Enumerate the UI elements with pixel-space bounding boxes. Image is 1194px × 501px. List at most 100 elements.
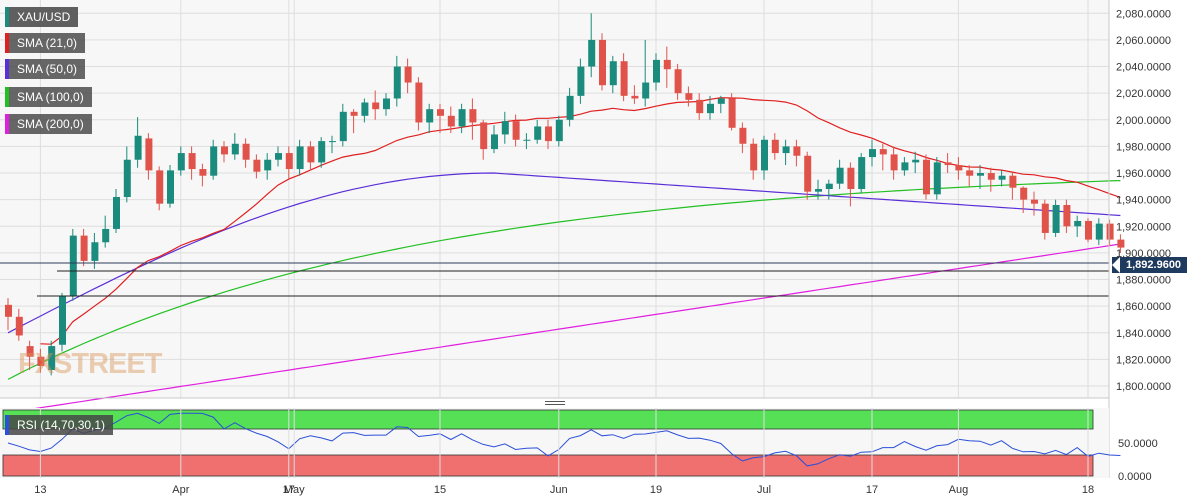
candle-body <box>545 126 552 142</box>
time-tick-label: 15 <box>434 484 446 496</box>
candle-body <box>566 95 574 120</box>
candle-body <box>998 175 1006 180</box>
candle-body <box>1009 175 1017 188</box>
sma-21-line <box>40 97 1121 345</box>
candle-body <box>879 149 887 155</box>
legend-sma-21[interactable]: SMA (21,0) <box>5 33 86 53</box>
candle-body <box>825 183 833 190</box>
sma-100-swatch <box>5 87 9 107</box>
candle-body <box>555 119 563 142</box>
candle-body <box>350 111 358 116</box>
legend-sma-50[interactable]: SMA (50,0) <box>5 59 86 79</box>
candle-body <box>523 139 531 141</box>
price-panel <box>0 0 1109 398</box>
time-tick-label: 17 <box>283 484 295 496</box>
candle-body <box>631 95 639 99</box>
symbol-legend[interactable]: XAU/USD <box>5 7 79 27</box>
candle-body <box>696 99 704 114</box>
candle-body <box>771 139 779 154</box>
candle-body <box>361 102 369 116</box>
candle-body <box>782 146 790 154</box>
candle-body <box>329 141 336 143</box>
candle-body <box>534 126 542 140</box>
candle-body <box>134 135 142 160</box>
panel-resize-handle[interactable] <box>545 400 565 408</box>
candle-body <box>793 146 801 156</box>
time-tick-label: 17 <box>866 484 878 496</box>
symbol-swatch <box>5 7 9 27</box>
candle-body <box>1063 204 1071 227</box>
candle-body <box>987 173 995 180</box>
candle-body <box>501 121 509 135</box>
price-tick-label: 1,860.0000 <box>1116 301 1171 313</box>
sma-200-line <box>7 243 1121 414</box>
candle-body <box>577 66 585 96</box>
price-tick-label: 1,880.0000 <box>1116 275 1171 287</box>
price-tick-label: 1,960.0000 <box>1116 168 1171 180</box>
candle-body <box>231 143 239 155</box>
candle-body <box>966 170 974 176</box>
rsi-legend[interactable]: RSI (14,70,30,1) <box>5 415 114 435</box>
candle-body <box>1085 220 1092 240</box>
candle-body <box>437 109 444 116</box>
candle-body <box>923 159 930 195</box>
legend-sma-100[interactable]: SMA (100,0) <box>5 87 92 107</box>
candle-body <box>296 146 304 170</box>
sma-200-swatch <box>5 114 9 134</box>
time-tick-label: Jul <box>757 484 771 496</box>
sma-100-label: SMA (100,0) <box>17 90 84 104</box>
candle-body <box>620 61 628 96</box>
candle-body <box>1041 203 1049 233</box>
candle-body <box>15 316 23 336</box>
candle-body <box>37 356 45 367</box>
time-tick-label: Jun <box>550 484 568 496</box>
rsi-axis: 50.0000 0.0000 <box>39 408 1158 483</box>
candle-body <box>663 59 671 70</box>
price-tick-label: 2,060.0000 <box>1116 35 1171 47</box>
candle-body <box>285 153 293 170</box>
candle-body <box>188 153 196 170</box>
fxstreet-watermark: FXSTREET <box>18 348 162 380</box>
candle-body <box>372 102 380 110</box>
candle-body <box>890 154 898 171</box>
rsi-line <box>7 412 1121 467</box>
candle-body <box>750 143 758 171</box>
candle-body <box>933 162 941 195</box>
price-tick-label: 1,940.0000 <box>1116 195 1171 207</box>
current-price-tag: 1,892.9600 <box>1112 257 1188 273</box>
candles <box>5 13 1125 376</box>
candle-body <box>1052 204 1060 233</box>
sma-50-label: SMA (50,0) <box>17 62 78 76</box>
candle-body <box>145 138 153 171</box>
candle-body <box>1117 239 1125 248</box>
candle-body <box>599 39 606 86</box>
candle-body <box>944 162 952 166</box>
candle-body <box>404 66 412 83</box>
price-axis[interactable]: 2,080.0000 2,060.0000 2,040.0000 2,020.0000… <box>1116 8 1171 393</box>
candle-body <box>123 159 131 198</box>
candle-body <box>1074 220 1082 227</box>
support-lines <box>0 262 1109 297</box>
sma-50-line <box>7 172 1121 334</box>
candle-body <box>113 197 120 229</box>
candle-body <box>491 134 498 150</box>
candle-body <box>318 141 326 163</box>
price-tick-label: 2,040.0000 <box>1116 62 1171 74</box>
price-tick-label: 1,800.0000 <box>1116 381 1171 393</box>
rsi-tick-label: 50.0000 <box>1118 438 1158 450</box>
candle-body <box>339 111 347 142</box>
legend-sma-200[interactable]: SMA (200,0) <box>5 114 92 134</box>
sma-21-path <box>40 97 1121 345</box>
candle-body <box>804 155 812 192</box>
price-tick-label: 1,980.0000 <box>1116 141 1171 153</box>
candle-body <box>901 162 909 171</box>
candle-body <box>480 122 488 150</box>
candle-body <box>426 109 434 123</box>
candle-body <box>167 170 174 204</box>
price-tick-label: 2,080.0000 <box>1116 8 1171 20</box>
candle-body <box>253 159 261 172</box>
candle-body <box>728 98 736 128</box>
candle-body <box>69 235 77 296</box>
candle-body <box>977 173 984 176</box>
